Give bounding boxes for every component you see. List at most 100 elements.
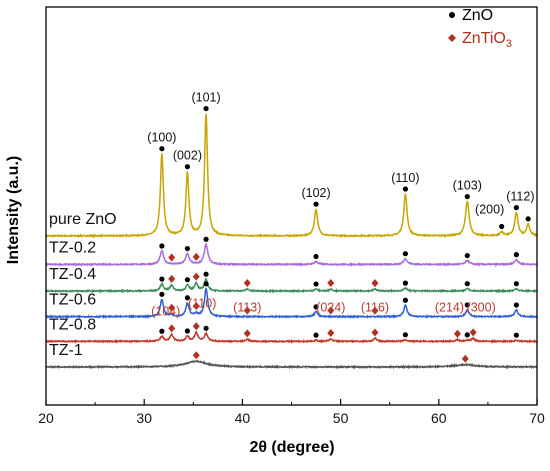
series-label: TZ-0.4	[49, 266, 96, 283]
znti-hkl-label: (110)	[188, 296, 216, 310]
legend-znti-label: ZnTiO3	[462, 30, 512, 50]
series-line	[45, 277, 538, 294]
zno-peak-marker	[513, 205, 519, 211]
zno-peak-marker	[159, 291, 165, 297]
zno-peak-marker	[402, 280, 409, 286]
series-line	[45, 242, 538, 268]
zno-peak-marker	[464, 193, 470, 200]
zno-peak-marker	[464, 332, 470, 338]
zno-hkl-label: (102)	[301, 186, 330, 200]
series-tz-0-2: TZ-0.2	[45, 239, 538, 268]
znti-hkl-label: (024)	[316, 300, 345, 314]
zno-peak-marker	[513, 302, 519, 308]
znti-peak-marker	[192, 252, 200, 261]
znti-peak-marker	[192, 322, 200, 331]
series-layer: pure ZnO TZ-0.2 TZ-0.4 TZ-0.6 TZ-0.8 TZ-1	[45, 113, 538, 370]
zno-hkl-label: (200)	[475, 202, 504, 216]
znti-hkl-label: (116)	[361, 300, 389, 314]
zno-hkl-label: (101)	[191, 91, 220, 105]
zno-peak-marker	[203, 271, 209, 277]
zno-peak-marker	[184, 277, 191, 283]
zno-peak-marker	[203, 281, 209, 287]
zno-peak-marker	[184, 164, 191, 170]
znti-peak-marker	[243, 306, 251, 315]
x-tick-label: 60	[431, 410, 447, 426]
zno-peak-marker	[313, 304, 319, 310]
znti-peak-marker	[192, 272, 200, 281]
zno-hkl-label: (110)	[391, 171, 419, 185]
znti-peak-marker	[168, 253, 176, 262]
znti-peak-marker	[371, 279, 379, 288]
zno-hkl-label: (112)	[506, 190, 534, 204]
znti-peak-marker	[461, 354, 469, 363]
zno-peak-marker	[464, 302, 470, 308]
x-tick-label: 30	[136, 410, 152, 426]
znti-peak-marker	[327, 329, 335, 338]
znti-peak-marker	[243, 279, 251, 288]
zno-peak-marker	[203, 325, 209, 331]
series-label: TZ-0.2	[49, 239, 96, 256]
series-label: TZ-0.8	[49, 316, 96, 333]
y-axis-title: Intensity (a.u.)	[5, 156, 22, 264]
legend-zno-marker	[449, 12, 455, 18]
znti-peak-marker	[327, 279, 335, 288]
series-tz-0-6: TZ-0.6	[45, 287, 538, 320]
zno-hkl-label: (002)	[173, 149, 202, 163]
x-tick-label: 50	[333, 410, 349, 426]
znti-hkl-label: (300)	[467, 300, 496, 314]
zno-peak-marker	[402, 297, 409, 303]
znti-peak-marker	[168, 274, 176, 283]
series-line	[45, 330, 538, 344]
zno-peak-marker	[464, 252, 470, 259]
series-tz-1: TZ-1	[45, 342, 538, 370]
series-pure-zno: pure ZnO	[45, 113, 538, 239]
zno-peak-marker	[313, 332, 319, 338]
marker-layer	[159, 105, 531, 363]
legend-znti-marker	[448, 34, 456, 42]
zno-hkl-label: (100)	[147, 131, 176, 145]
zno-peak-marker	[313, 253, 319, 260]
x-tick-label: 70	[529, 410, 545, 426]
zno-peak-marker	[402, 251, 409, 257]
zno-peak-marker	[499, 223, 505, 230]
x-tick-label: 20	[38, 410, 54, 426]
znti-hkl-label: (214)	[435, 300, 464, 314]
znti-peak-marker	[469, 328, 477, 337]
series-tz-0-8: TZ-0.8	[45, 316, 538, 344]
legend: ZnO ZnTiO3	[448, 7, 512, 50]
znti-peak-marker	[371, 328, 379, 337]
legend-zno-label: ZnO	[462, 7, 493, 24]
zno-peak-marker	[402, 332, 409, 338]
zno-peak-marker	[184, 295, 191, 301]
zno-peak-marker	[184, 245, 191, 252]
zno-peak-marker	[464, 281, 470, 287]
series-line	[45, 113, 538, 239]
znti-hkl-label: (113)	[233, 300, 261, 314]
zno-peak-marker	[513, 281, 519, 287]
zno-peak-marker	[159, 243, 165, 249]
zno-peak-marker	[159, 276, 165, 282]
series-label: TZ-0.6	[49, 292, 96, 309]
zno-peak-marker	[513, 252, 519, 258]
series-label: TZ-1	[49, 342, 83, 359]
series-line	[45, 287, 538, 320]
znti-peak-marker	[371, 306, 379, 315]
x-tick-label: 40	[235, 410, 251, 426]
znti-peak-marker	[327, 306, 335, 315]
plot-frame: 20 30 40 50 60 70	[38, 6, 545, 426]
zno-peak-marker	[203, 236, 209, 242]
zno-peak-marker	[159, 328, 165, 334]
znti-peak-marker	[168, 324, 176, 333]
zno-peak-marker	[402, 186, 409, 192]
zno-peak-marker	[513, 332, 519, 338]
znti-peak-marker	[192, 302, 200, 311]
x-axis-title: 2θ (degree)	[249, 439, 334, 456]
zno-hkl-label: (103)	[453, 179, 482, 193]
znti-peak-marker	[192, 351, 200, 360]
znti-peak-marker	[243, 329, 251, 338]
znti-hkl-label: (104)	[151, 304, 180, 318]
axes-box	[45, 6, 538, 406]
series-label: pure ZnO	[49, 211, 117, 228]
series-line	[45, 359, 538, 370]
